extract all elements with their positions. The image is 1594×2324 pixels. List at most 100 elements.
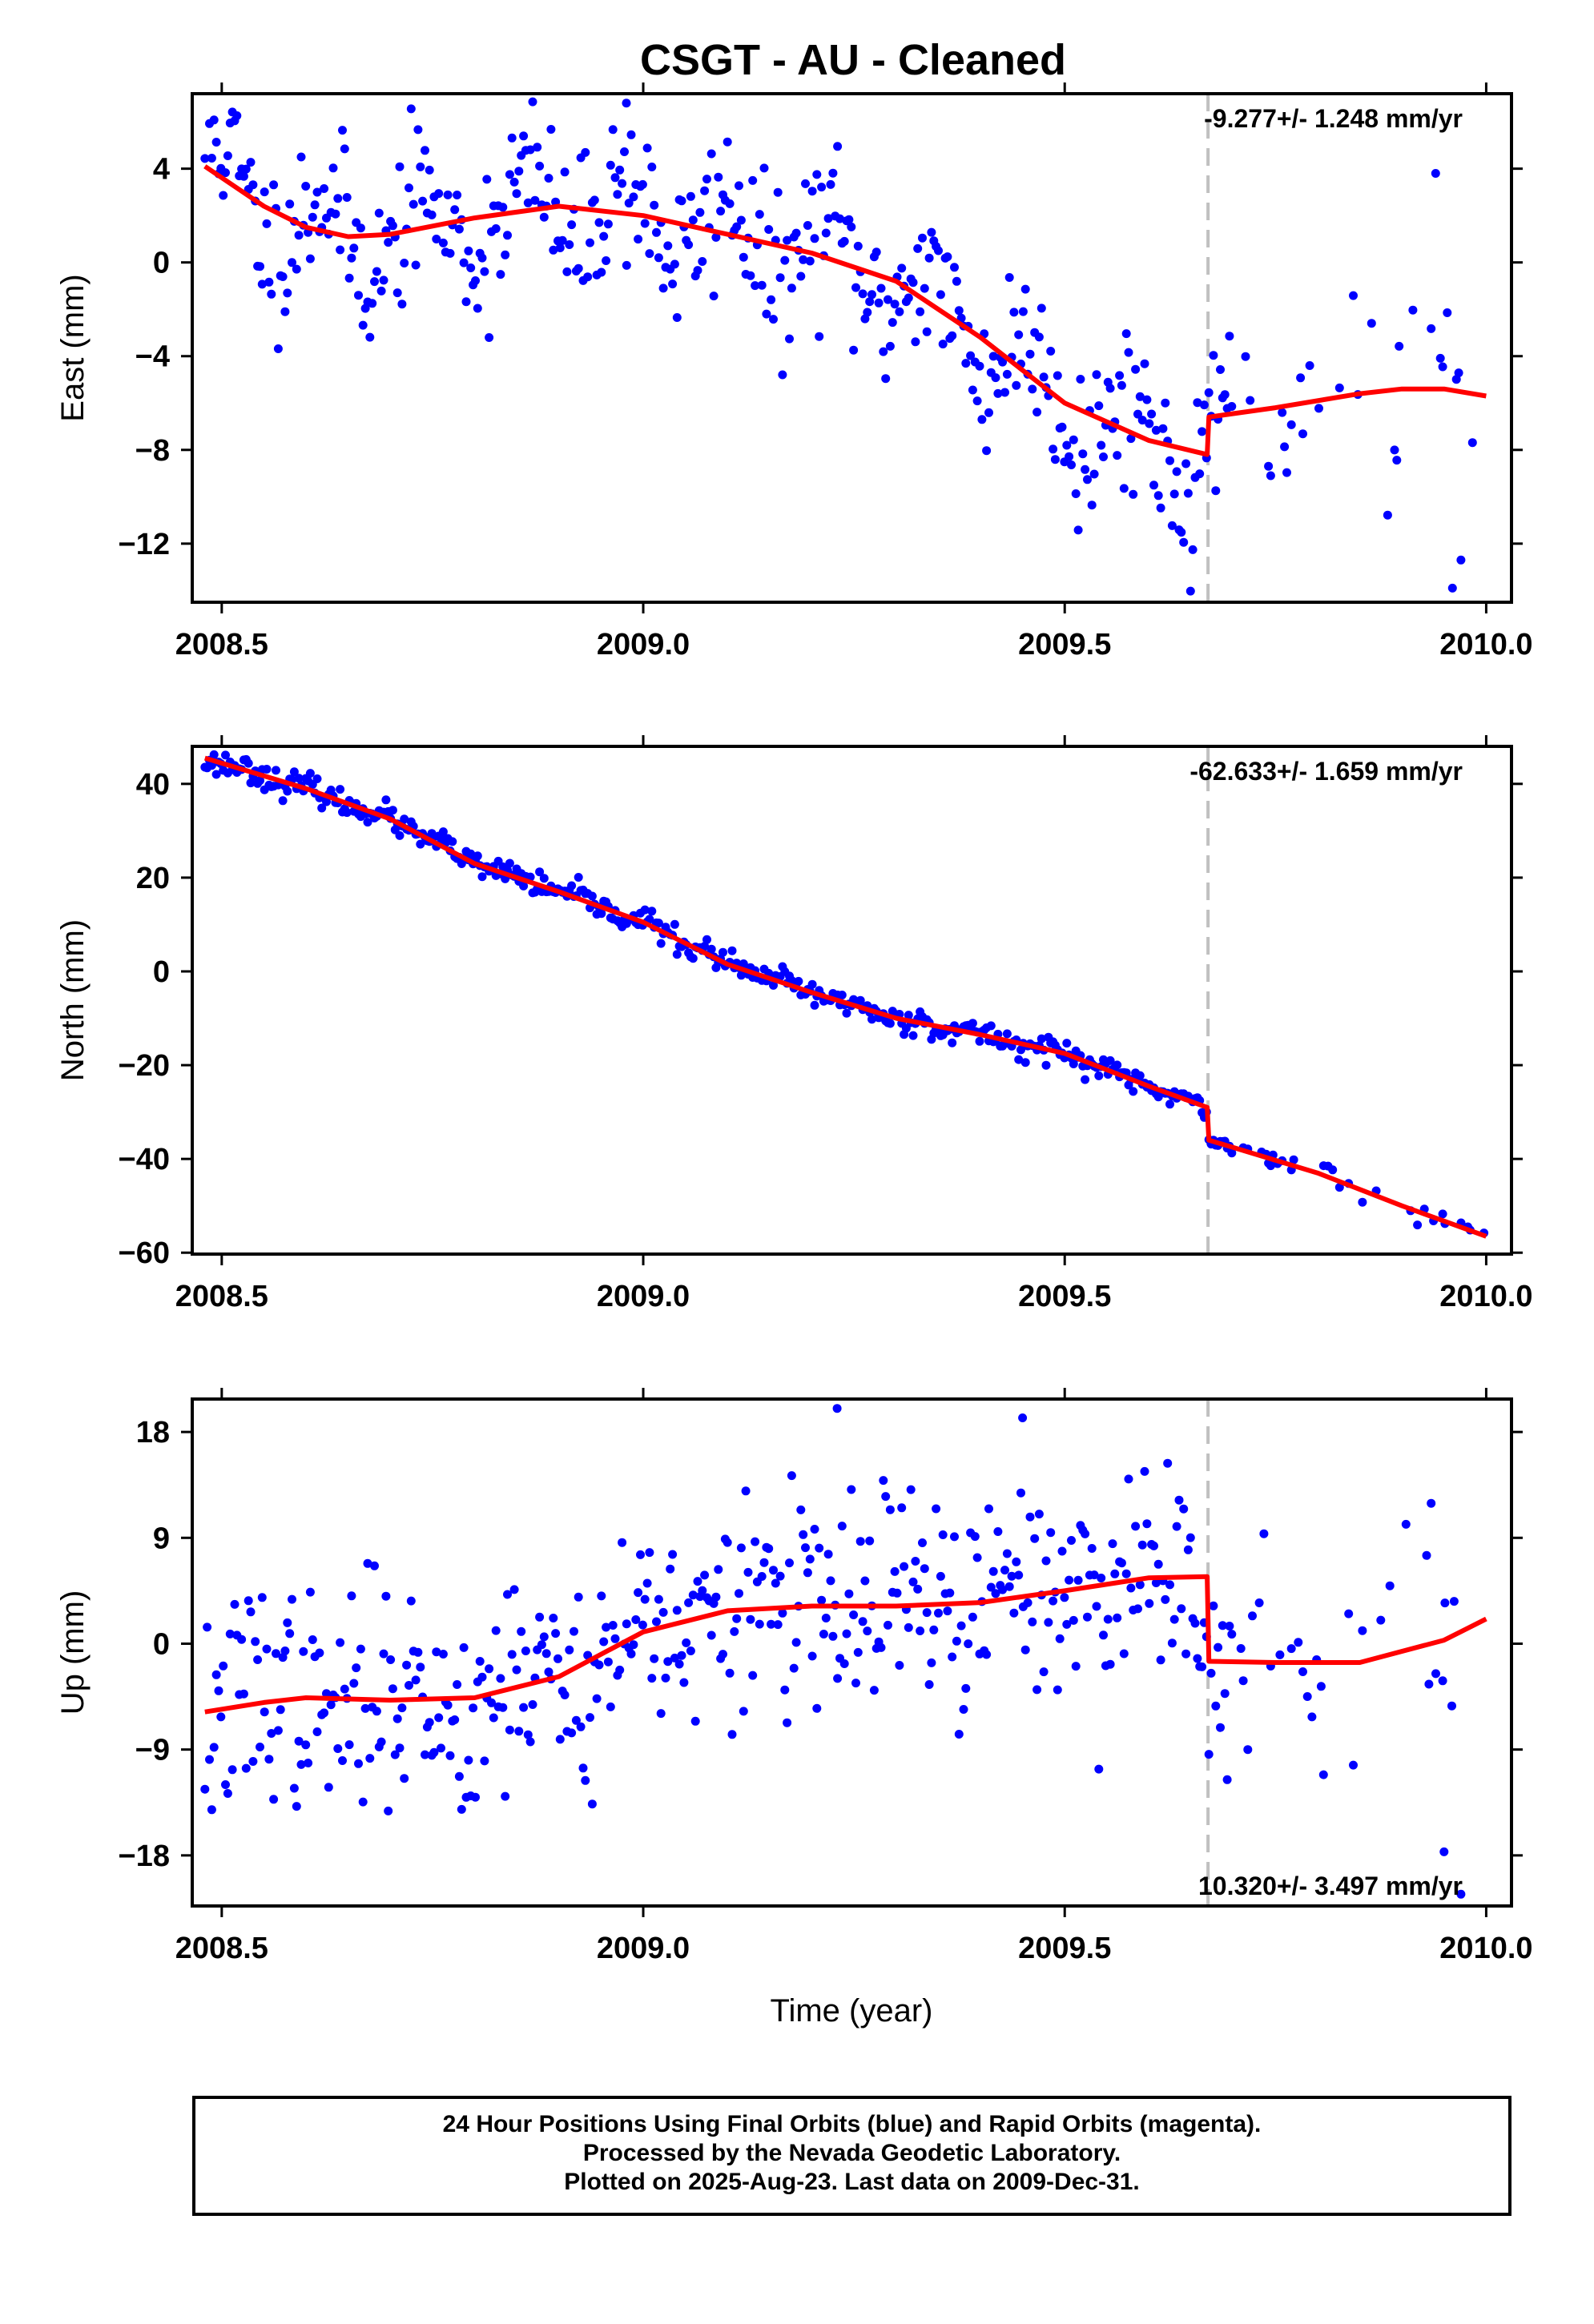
data-point bbox=[525, 145, 535, 155]
data-point bbox=[1422, 1550, 1431, 1560]
data-point bbox=[993, 1527, 1003, 1536]
data-point bbox=[874, 298, 884, 308]
data-point bbox=[606, 160, 615, 170]
data-point bbox=[647, 1674, 657, 1683]
x-tick-label: 2009.5 bbox=[1018, 1932, 1111, 1965]
data-point bbox=[698, 257, 707, 266]
data-point bbox=[475, 1657, 485, 1666]
data-point bbox=[537, 1640, 546, 1650]
x-tick-label: 2009.0 bbox=[597, 1280, 690, 1313]
data-point bbox=[356, 1644, 365, 1654]
data-point bbox=[1376, 1615, 1386, 1625]
data-point bbox=[849, 345, 859, 355]
data-point bbox=[1007, 1571, 1016, 1581]
data-point bbox=[501, 250, 510, 259]
data-point bbox=[716, 207, 726, 216]
data-point bbox=[1193, 398, 1202, 408]
data-point bbox=[885, 1019, 895, 1028]
data-point bbox=[670, 259, 679, 269]
data-point bbox=[615, 1665, 625, 1675]
data-point bbox=[262, 219, 272, 228]
data-point bbox=[1018, 1413, 1028, 1422]
data-point bbox=[283, 1618, 292, 1627]
data-point bbox=[372, 267, 381, 276]
y-tick-label: 40 bbox=[136, 768, 170, 802]
data-point bbox=[807, 1651, 817, 1661]
data-point bbox=[757, 1572, 767, 1581]
data-point bbox=[232, 111, 242, 120]
data-point bbox=[1214, 1642, 1223, 1652]
data-point bbox=[677, 196, 686, 206]
data-point bbox=[405, 183, 413, 193]
data-point bbox=[209, 115, 219, 125]
data-point bbox=[847, 1485, 856, 1494]
data-point bbox=[477, 1672, 487, 1682]
data-point bbox=[1198, 427, 1207, 436]
data-point bbox=[344, 1740, 354, 1750]
data-point bbox=[1358, 1197, 1367, 1207]
data-point bbox=[1081, 464, 1090, 474]
data-point bbox=[865, 1536, 875, 1546]
data-point bbox=[629, 192, 638, 202]
data-point bbox=[730, 1626, 739, 1636]
data-point bbox=[365, 332, 375, 342]
data-point bbox=[879, 1476, 888, 1486]
data-point bbox=[855, 1537, 865, 1546]
data-point bbox=[1105, 384, 1115, 393]
data-point bbox=[1041, 1060, 1051, 1070]
data-point bbox=[1172, 467, 1181, 476]
data-point bbox=[384, 1806, 393, 1815]
data-point bbox=[650, 1654, 659, 1663]
data-point bbox=[1167, 521, 1177, 530]
data-point bbox=[1431, 1669, 1440, 1679]
data-point bbox=[1280, 442, 1290, 452]
data-point bbox=[603, 1657, 613, 1667]
data-point bbox=[1218, 1621, 1227, 1630]
data-point bbox=[1431, 169, 1440, 178]
data-point bbox=[812, 1703, 822, 1713]
data-point bbox=[1050, 455, 1060, 464]
y-tick-label: 20 bbox=[136, 862, 170, 895]
data-point bbox=[1156, 1655, 1165, 1665]
data-point bbox=[810, 1525, 819, 1534]
data-point bbox=[395, 1743, 405, 1753]
data-point bbox=[539, 1632, 549, 1642]
data-point bbox=[1193, 1654, 1202, 1663]
data-point bbox=[1002, 369, 1012, 379]
data-point bbox=[608, 1621, 618, 1630]
plot-frame bbox=[191, 1397, 1513, 1908]
data-point bbox=[567, 881, 577, 891]
data-point bbox=[386, 1655, 396, 1664]
data-point bbox=[1177, 1604, 1186, 1614]
data-point bbox=[381, 1591, 391, 1601]
data-point bbox=[1439, 1847, 1449, 1856]
data-point bbox=[803, 221, 812, 230]
data-point bbox=[214, 1686, 223, 1695]
data-point bbox=[1440, 1598, 1450, 1608]
data-point bbox=[581, 1775, 590, 1785]
data-point bbox=[709, 292, 719, 301]
data-point bbox=[1204, 388, 1214, 397]
data-point bbox=[1067, 460, 1076, 469]
data-point bbox=[356, 223, 365, 233]
data-point bbox=[216, 1712, 226, 1722]
y-tick-label: −9 bbox=[135, 1734, 170, 1767]
data-point bbox=[237, 1634, 247, 1644]
east-panel: 2008.5 2009.0 2009.5 2010.0 4 0 −4 −8 −12 East (m… bbox=[55, 82, 1533, 661]
data-point bbox=[736, 1543, 746, 1553]
data-point bbox=[384, 238, 393, 247]
data-point bbox=[943, 1606, 952, 1616]
y-tick-label: −40 bbox=[119, 1143, 170, 1176]
data-point bbox=[693, 266, 702, 275]
data-point bbox=[982, 446, 992, 456]
data-point bbox=[1185, 1533, 1195, 1542]
data-point bbox=[445, 1751, 455, 1760]
data-point bbox=[272, 1649, 280, 1659]
data-point bbox=[485, 1664, 494, 1674]
data-point bbox=[525, 1737, 535, 1747]
data-point bbox=[837, 1522, 847, 1531]
data-point bbox=[764, 225, 774, 234]
data-point bbox=[1009, 308, 1019, 317]
data-point bbox=[991, 1589, 1000, 1598]
data-point bbox=[775, 1571, 785, 1581]
